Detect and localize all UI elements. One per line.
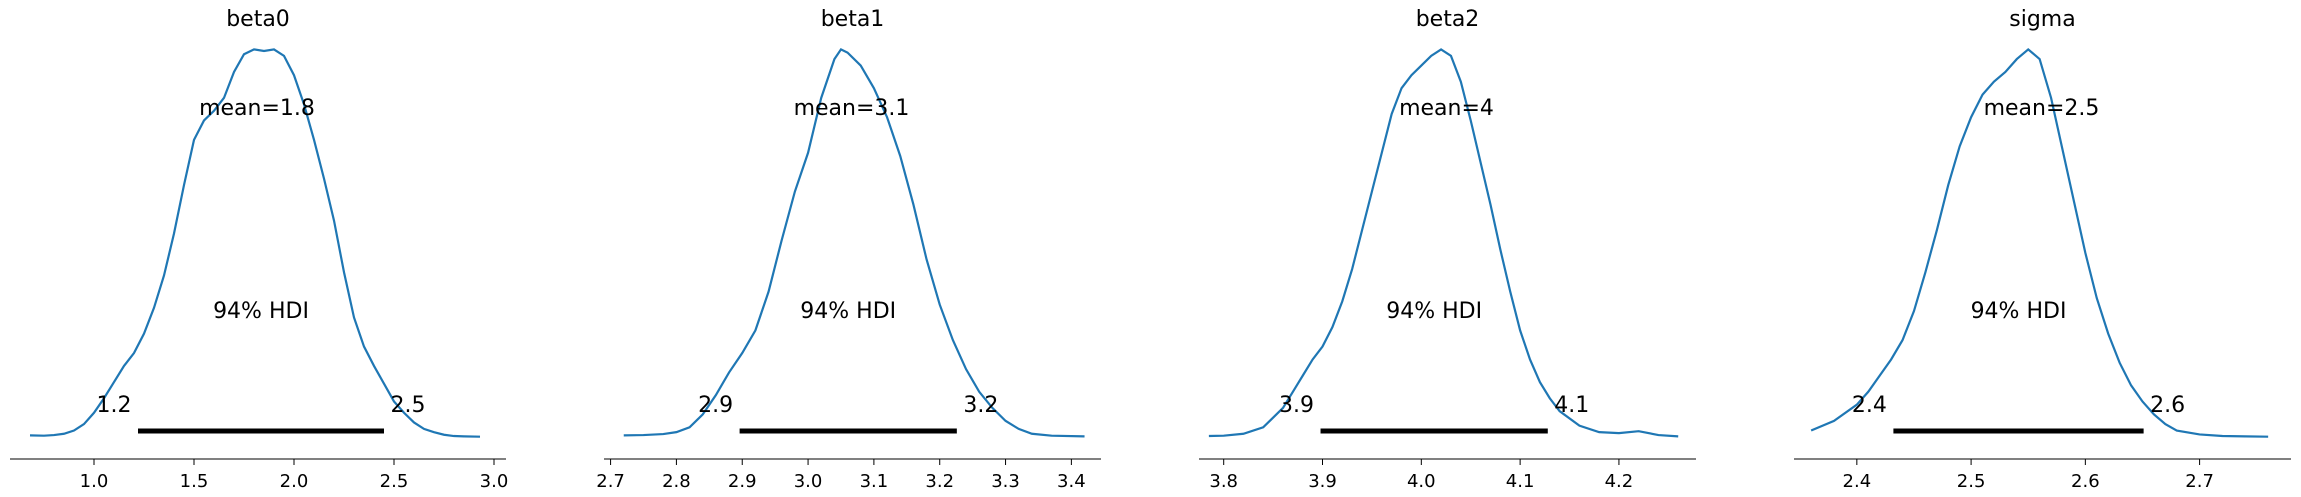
x-tick-label: 3.8 [1209,471,1238,492]
x-tick-label: 4.1 [1506,471,1535,492]
x-tick-label: 2.0 [280,471,309,492]
x-tick-label: 2.7 [596,471,625,492]
panel-title: beta1 [821,7,885,32]
panel-title: beta0 [226,7,290,32]
hdi-high-label: 2.6 [2150,393,2185,418]
hdi-low-label: 1.2 [97,393,132,418]
x-tick-label: 3.0 [480,471,509,492]
x-tick-label: 2.5 [380,471,409,492]
x-tick-label: 2.7 [2185,471,2214,492]
hdi-high-label: 2.5 [391,393,426,418]
hdi-label: 94% HDI [1971,299,2067,324]
panel-beta1: beta1 mean=3.1 94% HDI 2.9 3.2 2.7 2.8 2.9 3.0 3.… [596,7,1101,492]
mean-label: mean=4 [1399,96,1494,121]
x-tick-label: 2.6 [2071,471,2100,492]
density-line [1810,47,2269,438]
x-tick-label: 3.3 [991,471,1020,492]
x-tick-label: 2.5 [1957,471,1986,492]
density-line [623,47,1085,438]
density-line [29,48,481,438]
hdi-label: 94% HDI [800,299,896,324]
x-tick-label: 3.9 [1308,471,1337,492]
hdi-low-label: 2.9 [698,393,733,418]
panel-beta0: beta0 mean=1.8 94% HDI 1.2 2.5 1.0 1.5 2.0 2.5 3.… [10,7,508,492]
mean-label: mean=2.5 [1984,96,2100,121]
x-tick-label: 1.0 [80,471,109,492]
x-tick-label: 3.1 [860,471,889,492]
hdi-low-label: 3.9 [1279,393,1314,418]
x-tick-label: 2.9 [728,471,757,492]
x-tick-label: 3.0 [794,471,823,492]
hdi-high-label: 3.2 [963,393,998,418]
mean-label: mean=1.8 [199,96,315,121]
x-tick-label: 4.2 [1605,471,1634,492]
x-tick-label: 4.0 [1407,471,1436,492]
hdi-label: 94% HDI [1386,299,1482,324]
x-tick-label: 1.5 [180,471,209,492]
panel-title: beta2 [1416,7,1480,32]
x-tick-label: 2.4 [1843,471,1872,492]
hdi-high-label: 4.1 [1554,393,1589,418]
x-tick-label: 3.4 [1057,471,1086,492]
panel-sigma: sigma mean=2.5 94% HDI 2.4 2.6 2.4 2.5 2.6 2.7 [1794,7,2291,492]
hdi-low-label: 2.4 [1852,393,1887,418]
x-tick-label: 2.8 [662,471,691,492]
mean-label: mean=3.1 [794,96,910,121]
panel-beta2: beta2 mean=4 94% HDI 3.9 4.1 3.8 3.9 4.0 4.1 4.2 [1199,7,1696,492]
density-line [1208,48,1679,438]
panel-title: sigma [2009,7,2075,32]
x-tick-label: 3.2 [925,471,954,492]
hdi-label: 94% HDI [213,299,309,324]
